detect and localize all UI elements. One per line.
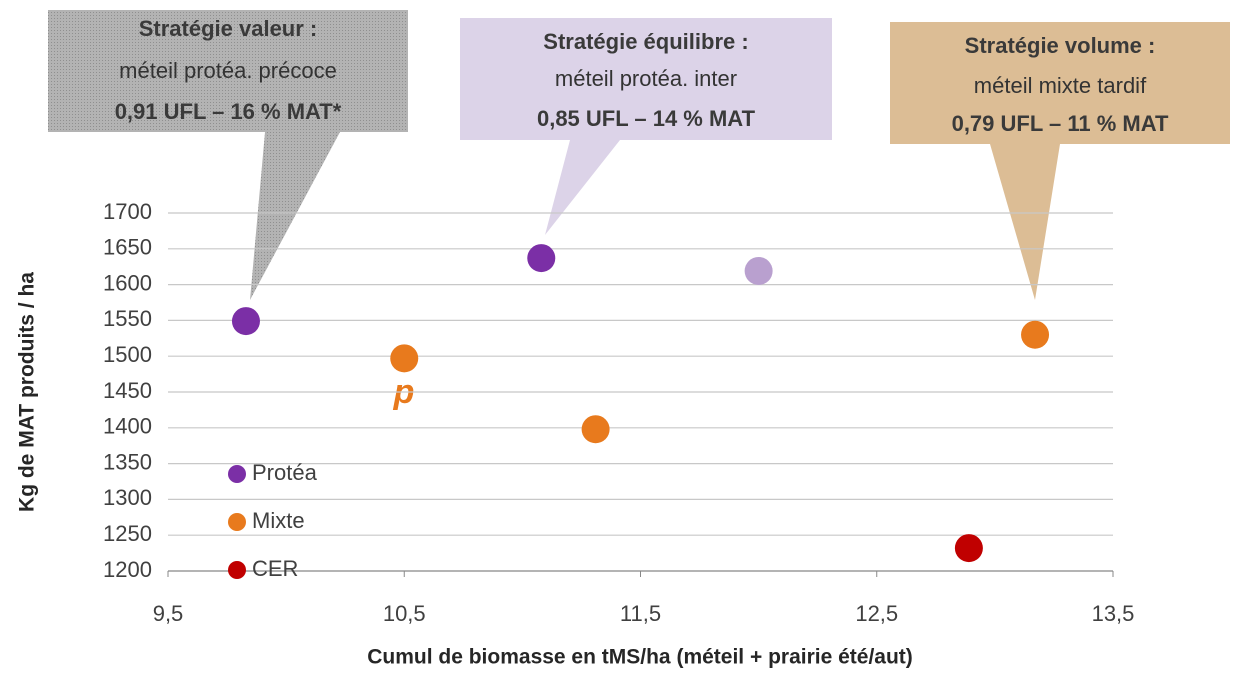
- x-tick-label: 11,5: [620, 601, 661, 626]
- point: [582, 415, 610, 443]
- x-axis-title: Cumul de biomasse en tMS/ha (méteil + pr…: [367, 646, 913, 669]
- y-tick-label: 1700: [103, 199, 152, 224]
- point: [527, 244, 555, 272]
- callout-text: méteil mixte tardif: [974, 73, 1147, 98]
- chart: Stratégie valeur : méteil protéa. précoc…: [0, 0, 1239, 674]
- legend-marker: [228, 561, 246, 579]
- x-tick-label: 9,5: [153, 601, 184, 626]
- x-tick-label: 12,5: [855, 601, 898, 626]
- y-tick-label: 1550: [103, 306, 152, 331]
- point: [1021, 321, 1049, 349]
- y-tick-label: 1400: [103, 414, 152, 439]
- callout-value: 0,85 UFL – 14 % MAT: [537, 106, 756, 131]
- callout-value: 0,79 UFL – 11 % MAT: [952, 111, 1169, 136]
- callout-title: Stratégie volume :: [965, 33, 1156, 58]
- y-tick-label: 1250: [103, 521, 152, 546]
- y-tick-label: 1300: [103, 485, 152, 510]
- legend-marker: [228, 513, 246, 531]
- callout-box: [890, 22, 1230, 300]
- callout-text: méteil protéa. précoce: [119, 58, 337, 83]
- callout-text: méteil protéa. inter: [555, 66, 737, 91]
- callout-title: Stratégie équilibre :: [543, 29, 748, 54]
- y-tick-label: 1450: [103, 378, 152, 403]
- legend-label: CER: [252, 556, 298, 581]
- page: {"chart_data": { "type": "scatter", "x_l…: [0, 0, 1239, 674]
- legend-marker: [228, 465, 246, 483]
- callout-value: 0,91 UFL – 16 % MAT*: [115, 99, 342, 124]
- legend-label: Protéa: [252, 460, 318, 485]
- y-tick-label: 1650: [103, 235, 152, 260]
- y-tick-label: 1200: [103, 557, 152, 582]
- y-tick-label: 1350: [103, 449, 152, 474]
- x-tick-label: 10,5: [383, 601, 426, 626]
- point: [955, 534, 983, 562]
- point: [390, 344, 418, 372]
- y-axis-title: Kg de MAT produits / ha: [16, 272, 39, 512]
- point: [745, 257, 773, 285]
- point: [232, 307, 260, 335]
- y-tick-label: 1600: [103, 270, 152, 295]
- y-tick-label: 1500: [103, 342, 152, 367]
- callout-title: Stratégie valeur :: [139, 16, 318, 41]
- legend-label: Mixte: [252, 508, 305, 533]
- callout-box: [48, 10, 408, 300]
- x-tick-label: 13,5: [1092, 601, 1135, 626]
